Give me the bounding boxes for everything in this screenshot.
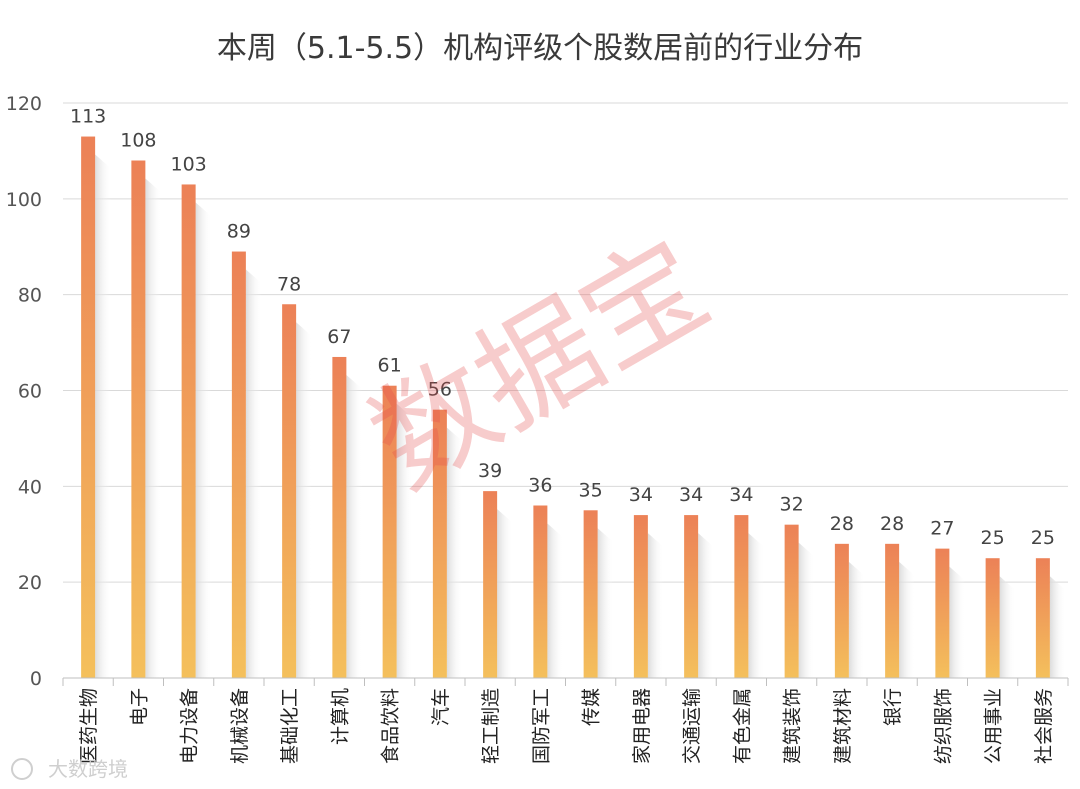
y-tick-label: 20 xyxy=(18,572,42,594)
bar xyxy=(231,251,246,678)
data-label: 28 xyxy=(880,513,904,535)
data-label: 35 xyxy=(579,479,603,501)
data-label: 25 xyxy=(981,527,1005,549)
bar-shadow xyxy=(748,533,765,678)
bar-shadow xyxy=(647,533,664,678)
data-label: 32 xyxy=(780,494,804,516)
data-label: 39 xyxy=(478,460,502,482)
data-label: 78 xyxy=(277,273,301,295)
bar xyxy=(382,385,397,678)
x-tick-label: 医药生物 xyxy=(78,688,100,764)
data-label: 34 xyxy=(629,484,653,506)
x-tick-label: 纺织服饰 xyxy=(932,688,954,764)
bar xyxy=(1035,558,1050,678)
data-label: 89 xyxy=(227,221,251,243)
x-tick-label: 食品饮料 xyxy=(380,688,402,764)
bar xyxy=(734,515,749,678)
x-tick-label: 电力设备 xyxy=(179,688,201,764)
bar xyxy=(533,505,548,678)
bar xyxy=(432,409,447,678)
x-tick-label: 建筑材料 xyxy=(832,688,854,764)
bar-shadow xyxy=(949,566,966,678)
bar-shadow xyxy=(999,576,1016,678)
footer-logo-text: 大数跨境 xyxy=(48,757,128,781)
x-tick-label: 建筑装饰 xyxy=(782,688,804,764)
bar xyxy=(985,558,1000,678)
data-label: 34 xyxy=(729,484,753,506)
bar-shadow xyxy=(597,528,614,678)
x-tick-label: 计算机 xyxy=(329,688,351,745)
x-tick-label: 家用电器 xyxy=(631,688,653,764)
data-label: 103 xyxy=(170,153,206,175)
bar-shadow xyxy=(346,374,363,678)
x-tick-label: 基础化工 xyxy=(279,688,301,764)
x-tick-label: 电子 xyxy=(128,688,150,726)
bar xyxy=(181,184,196,679)
bar-shadow xyxy=(195,202,212,679)
bar xyxy=(483,491,498,678)
x-tick-label: 国防军工 xyxy=(530,688,552,764)
bar xyxy=(583,510,598,678)
x-tick-label: 汽车 xyxy=(430,688,452,726)
bar-shadow xyxy=(296,322,313,678)
bar xyxy=(332,356,347,678)
y-tick-label: 80 xyxy=(18,285,42,307)
bar-shadow xyxy=(1049,576,1066,678)
bar-shadow xyxy=(446,427,463,678)
bar-shadow xyxy=(848,561,865,678)
y-tick-label: 60 xyxy=(18,381,42,403)
x-tick-label: 公用事业 xyxy=(983,688,1005,764)
data-label: 67 xyxy=(327,326,351,348)
bar-shadow xyxy=(145,178,162,678)
bar-shadow xyxy=(547,523,564,678)
x-tick-label: 银行 xyxy=(882,688,904,726)
bar-shadow xyxy=(698,533,715,678)
bar xyxy=(885,543,900,678)
bar xyxy=(784,524,799,678)
data-label: 61 xyxy=(378,355,402,377)
chart-title: 本周（5.1-5.5）机构评级个股数居前的行业分布 xyxy=(217,31,863,66)
bar-shadow xyxy=(899,561,916,678)
x-tick-label: 传媒 xyxy=(581,688,603,726)
y-tick-label: 0 xyxy=(30,668,42,690)
bars: 113 108 103 89 78 67 61 56 39 36 35 34 34 34 32 28 28 27 2… xyxy=(70,106,1066,679)
data-label: 27 xyxy=(930,518,954,540)
footer-logo: 大数跨境 xyxy=(11,757,128,781)
data-label: 28 xyxy=(830,513,854,535)
x-tick-label: 有色金属 xyxy=(731,688,753,764)
bar-shadow xyxy=(497,509,514,678)
x-tick-label: 交通运输 xyxy=(681,688,703,764)
data-label: 108 xyxy=(120,130,156,152)
bar xyxy=(633,515,648,678)
bar-shadow xyxy=(396,403,413,678)
bar-shadow xyxy=(798,542,815,678)
bar xyxy=(834,543,849,678)
data-label: 25 xyxy=(1031,527,1055,549)
data-label: 34 xyxy=(679,484,703,506)
bar-shadow xyxy=(245,269,262,678)
y-tick-label: 40 xyxy=(18,476,42,498)
bar xyxy=(81,136,96,678)
logo-icon xyxy=(11,758,33,780)
x-tick-label: 轻工制造 xyxy=(480,688,502,764)
bar xyxy=(684,515,699,678)
x-axis: 医药生物 电子 电力设备 机械设备 基础化工 计算机 食品饮料 汽车 轻工制造 国防军工 传媒 家用电… xyxy=(62,677,1069,764)
x-tick-label: 社会服务 xyxy=(1033,688,1055,764)
y-tick-label: 100 xyxy=(6,189,42,211)
x-tick-label: 机械设备 xyxy=(229,688,251,764)
bar xyxy=(935,548,950,678)
data-label: 113 xyxy=(70,106,106,128)
data-label: 56 xyxy=(428,379,452,401)
watermark: 数据宝 xyxy=(349,215,730,515)
data-label: 36 xyxy=(528,475,552,497)
bar xyxy=(131,160,146,678)
bar xyxy=(282,304,297,678)
y-tick-label: 120 xyxy=(6,93,42,115)
bar-shadow xyxy=(95,154,112,678)
y-axis: 0 20 40 60 80 100 120 xyxy=(6,93,42,690)
